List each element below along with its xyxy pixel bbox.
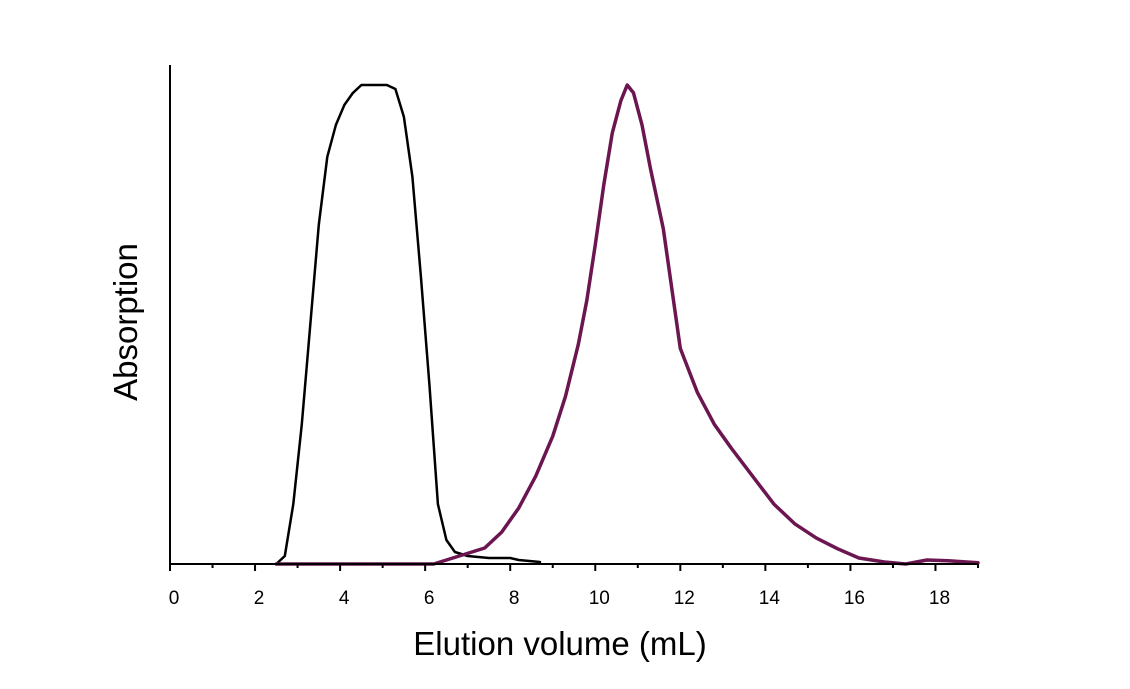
x-tick-label: 0 xyxy=(169,588,180,609)
series-layer xyxy=(274,83,980,566)
x-tick-label: 12 xyxy=(674,588,695,609)
x-tick-label: 14 xyxy=(759,588,781,609)
y-axis-title: Absorption xyxy=(107,243,144,401)
x-tick-label: 6 xyxy=(424,588,435,609)
x-tick-label: 18 xyxy=(929,588,950,609)
x-axis-title: Elution volume (mL) xyxy=(413,625,706,662)
x-tick-label: 10 xyxy=(589,588,610,609)
series-line-1 xyxy=(275,83,542,566)
x-tick-label: 4 xyxy=(339,588,350,609)
x-tick-label: 8 xyxy=(509,588,520,609)
series-line-2 xyxy=(274,83,980,566)
x-tick-layer: 0 2 4 6 8 10 12 14 16 18 xyxy=(169,564,979,609)
x-tick-label: 16 xyxy=(844,588,865,609)
x-tick-label: 2 xyxy=(254,588,265,609)
